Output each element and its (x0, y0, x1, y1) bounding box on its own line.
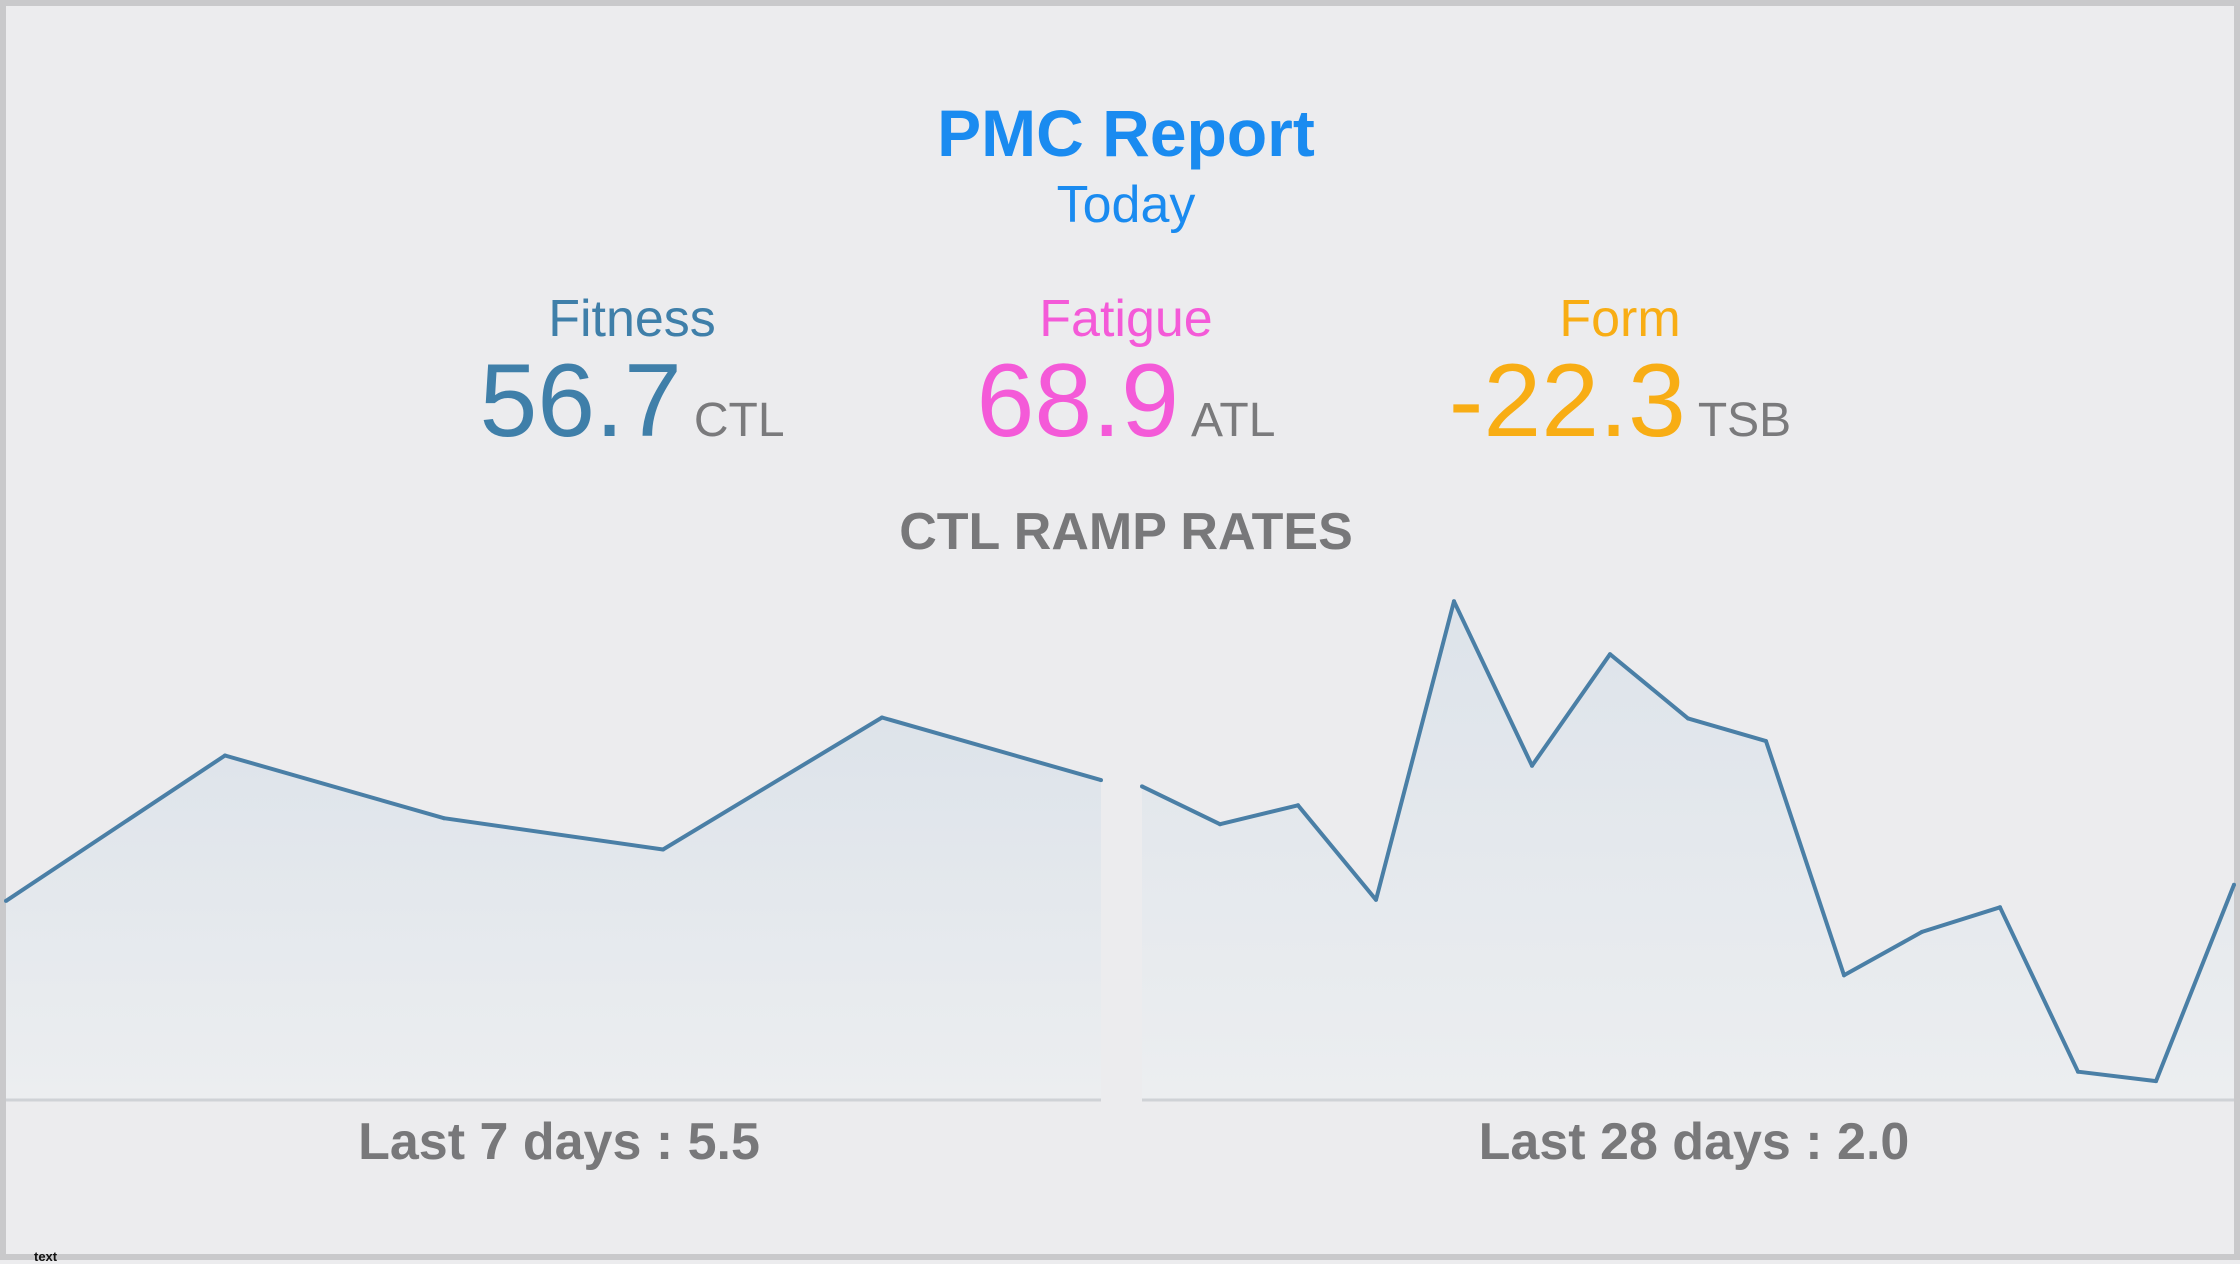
last-28-days-data-point (2154, 1079, 2158, 1084)
last-28-days-data-point (1140, 784, 1144, 789)
last-7-days-data-point (442, 816, 446, 821)
last-28-days-data-point (1530, 763, 1534, 768)
page-title: PMC Report (937, 96, 1315, 170)
fitness-label: Fitness (548, 290, 716, 348)
last-7-days-label: Last 7 days : 5.5 (358, 1113, 760, 1171)
last-7-days-chart (4, 715, 1103, 1102)
last-28-days-data-point (1920, 929, 1924, 934)
page-subtitle: Today (1056, 176, 1196, 234)
form-unit: TSB (1697, 394, 1792, 447)
fitness-metric: Fitness 56.7 CTL (382, 288, 882, 456)
fatigue-unit: ATL (1190, 394, 1276, 447)
last-28-days-data-point (1218, 822, 1222, 827)
fatigue-metric: Fatigue 68.9 ATL (876, 288, 1376, 456)
last-28-days-data-point (1764, 739, 1768, 744)
last-28-days-data-point (1296, 803, 1300, 808)
last-28-days-area (1142, 601, 2234, 1100)
last-7-days-data-point (223, 753, 227, 758)
last-28-days-chart (1140, 599, 2236, 1102)
form-value: -22.3 (1448, 343, 1686, 459)
last-28-days-data-point (2232, 882, 2236, 887)
last-28-days-data-point (1374, 897, 1378, 902)
last-7-days-data-point (4, 898, 8, 903)
last-28-days-label: Last 28 days : 2.0 (1478, 1113, 1910, 1171)
last-7-days-data-point (1099, 778, 1103, 783)
form-label: Form (1559, 290, 1681, 348)
last-7-days-data-point (661, 847, 665, 852)
last-28-days-data-point (1842, 973, 1846, 978)
last-28-days-data-point (1686, 716, 1690, 721)
last-7-days-data-point (880, 715, 884, 720)
fatigue-value: 68.9 (976, 343, 1179, 459)
fitness-unit: CTL (693, 394, 785, 447)
last-28-days-data-point (1998, 905, 2002, 910)
form-metric: Form -22.3 TSB (1370, 288, 1870, 456)
fatigue-label: Fatigue (1039, 290, 1213, 348)
last-7-days-series-line (4, 715, 1102, 903)
last-28-days-data-point (2076, 1069, 2080, 1074)
ramp-rates-heading: CTL RAMP RATES (899, 503, 1353, 561)
last-28-days-data-point (1452, 599, 1456, 604)
last-28-days-data-point (1608, 652, 1612, 657)
fitness-value: 56.7 (479, 343, 682, 459)
last-7-days-area (6, 717, 1101, 1100)
